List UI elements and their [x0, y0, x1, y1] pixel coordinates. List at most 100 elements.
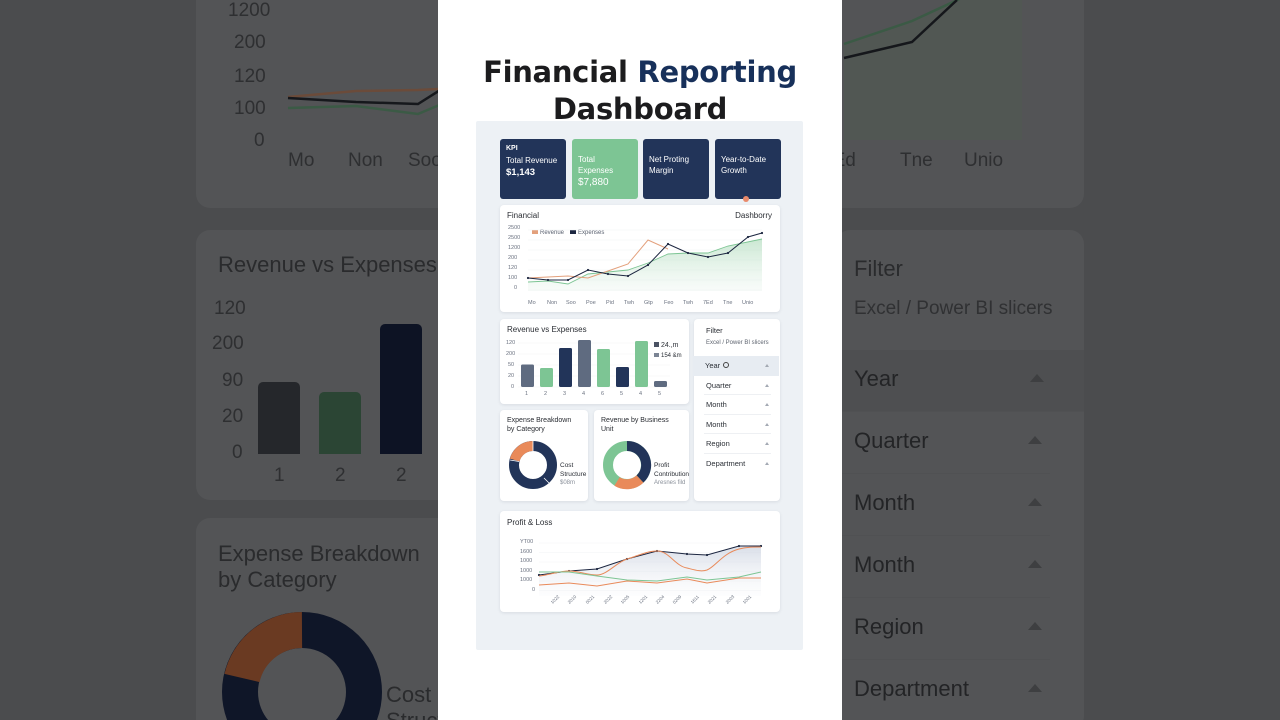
- title-word: Dashboard: [552, 92, 728, 126]
- donut-title: by Category: [507, 426, 545, 433]
- background-filter-label: Year: [854, 366, 899, 391]
- slicer-year[interactable]: Year: [693, 356, 779, 376]
- x-tick: Gtp: [644, 300, 653, 306]
- background-bar-title: Revenue vs Expenses: [218, 252, 437, 277]
- background-filter-row: Month: [842, 536, 1050, 598]
- x-tick: 4: [639, 391, 643, 397]
- y-tick: YT00: [520, 539, 534, 545]
- trend-card-title: Financial: [507, 211, 540, 220]
- donut-annotation: Structure: [560, 470, 587, 478]
- background-xlabel: 2: [335, 465, 346, 486]
- donut-annotation: Profit: [654, 462, 670, 469]
- background-filter-subtitle: Excel / Power BI slicers: [854, 298, 1053, 319]
- pl-card-title: Profit & Loss: [507, 518, 553, 527]
- slicer-label: Region: [706, 439, 730, 449]
- legend-label: 24.,m: [661, 342, 679, 349]
- slicer-region[interactable]: Region: [694, 434, 779, 454]
- background-tick: 100: [234, 98, 266, 119]
- slicer-department[interactable]: Department: [694, 454, 779, 474]
- title-accent-word: Reporting: [637, 55, 797, 89]
- dashboard-panel: KPI Total Revenue $1,143 Total Expenses …: [476, 121, 803, 650]
- caret-up-icon: [765, 364, 769, 368]
- kpi-value: Growth: [721, 166, 747, 175]
- pl-x-axis: 1022 2010 0021 2022 1005 1201 2204 0209 …: [550, 594, 770, 607]
- slicer-quarter[interactable]: Quarter: [694, 376, 779, 395]
- background-xlabel: 2: [396, 465, 407, 486]
- y-tick: 1600: [520, 548, 533, 555]
- y-tick: 1000: [520, 567, 533, 574]
- background-trend-card-right: 7Ed Tne Unio: [842, 0, 1084, 208]
- kpi-card-total-revenue[interactable]: KPI Total Revenue $1,143: [500, 139, 566, 199]
- caret-up-icon: [1028, 684, 1042, 692]
- kpi-label: Net Proting: [649, 155, 690, 164]
- bar-y-axis: 120 200 50 20 0: [506, 340, 520, 390]
- x-tick: Non: [547, 300, 558, 306]
- y-tick: 2500: [508, 235, 521, 241]
- kpi-label: Year-to-Date: [721, 155, 767, 164]
- title-word: Financial: [483, 55, 628, 89]
- caret-up-icon: [1030, 374, 1044, 382]
- background-tick: 120: [234, 66, 266, 87]
- background-filter-card: Filter Excel / Power BI slicers Year Qua…: [842, 230, 1084, 720]
- donut-annotation-value: Aresnes fild: [654, 480, 686, 486]
- caret-up-icon: [1028, 622, 1042, 630]
- kpi-label: Total Expenses: [578, 155, 614, 175]
- clock-icon: [723, 362, 730, 369]
- background-trend-lines: [287, 87, 438, 116]
- kpi-card-net-margin[interactable]: Net Proting Margin: [643, 139, 709, 199]
- donut-annotation-value: $08m: [560, 480, 576, 486]
- x-tick: Unio: [742, 300, 754, 306]
- slicer-month-2[interactable]: Month: [694, 415, 779, 434]
- kpi-value: Margin: [649, 166, 674, 175]
- background-filter-label: Month: [854, 490, 916, 515]
- divider: [704, 452, 771, 454]
- background-filter-row: Year: [842, 350, 1084, 412]
- kpi-card-total-expenses[interactable]: Total Expenses $7,880: [572, 139, 638, 199]
- x-tick: 4: [582, 391, 586, 397]
- x-tick: 5: [658, 391, 662, 397]
- background-tick: 20: [222, 406, 244, 427]
- trend-x-axis: Mo Non Soo Poe Pid Twh Gtp Feo Twh 7Ed T…: [528, 300, 768, 308]
- background-filter-row: Region: [842, 598, 1050, 660]
- background-xlabel: Unio: [964, 150, 1004, 171]
- divider: [704, 413, 771, 415]
- background-donut: [222, 612, 382, 720]
- kpi-value: $1,143: [506, 167, 536, 178]
- revenue-donut-chart: [603, 440, 652, 490]
- background-tick: 0: [254, 130, 265, 151]
- x-tick: Twh: [624, 300, 635, 306]
- legend-item: 154 &m: [654, 351, 682, 361]
- background-xlabel: Mo: [288, 150, 315, 171]
- background-tick: 120: [214, 298, 246, 319]
- caret-up-icon: [765, 403, 769, 407]
- indicator-dot-icon: [743, 196, 749, 202]
- caret-up-icon: [1028, 498, 1042, 506]
- background-tick: 90: [222, 370, 244, 391]
- pl-y-axis: YT00 1600 1000 1000 1000 0: [520, 539, 538, 595]
- expense-breakdown-card: Expense Breakdown by Category Cost Struc…: [500, 410, 588, 501]
- page-title: Financial Reporting Dashboard: [438, 54, 842, 128]
- slicer-month[interactable]: Month: [694, 395, 779, 415]
- background-filter-row: Quarter: [842, 412, 1050, 474]
- background-filter-row: Department: [842, 660, 1050, 720]
- caret-up-icon: [1028, 436, 1042, 444]
- revenue-vs-expenses-bar-chart: [518, 340, 670, 388]
- background-filter-label: Quarter: [854, 428, 929, 453]
- background-bar: [258, 382, 300, 454]
- divider: [704, 394, 771, 395]
- x-tick: 2: [544, 391, 548, 397]
- background-tick: 1200: [228, 0, 271, 21]
- revenue-by-unit-card: Revenue by Business Unit Profit Contribu…: [594, 410, 689, 501]
- legend-item: 24.,m: [654, 341, 682, 351]
- filter-title: Filter: [706, 326, 723, 335]
- bar-x-axis: 1 2 3 4 6 5 4 5: [521, 391, 681, 399]
- y-tick: 1000: [520, 577, 533, 583]
- y-tick: 120: [506, 340, 516, 346]
- x-tick: Mo: [528, 300, 536, 306]
- caret-up-icon: [765, 422, 769, 426]
- kpi-card-ytd-growth[interactable]: Year-to-Date Growth: [715, 139, 781, 202]
- background-xlabel: 1: [274, 465, 285, 486]
- background-filter-row: Month: [842, 474, 1050, 536]
- trend-legend: Revenue Expenses: [532, 230, 604, 236]
- profit-loss-card: Profit & Loss YT00 1600 1000 1000 1000 0: [500, 511, 780, 612]
